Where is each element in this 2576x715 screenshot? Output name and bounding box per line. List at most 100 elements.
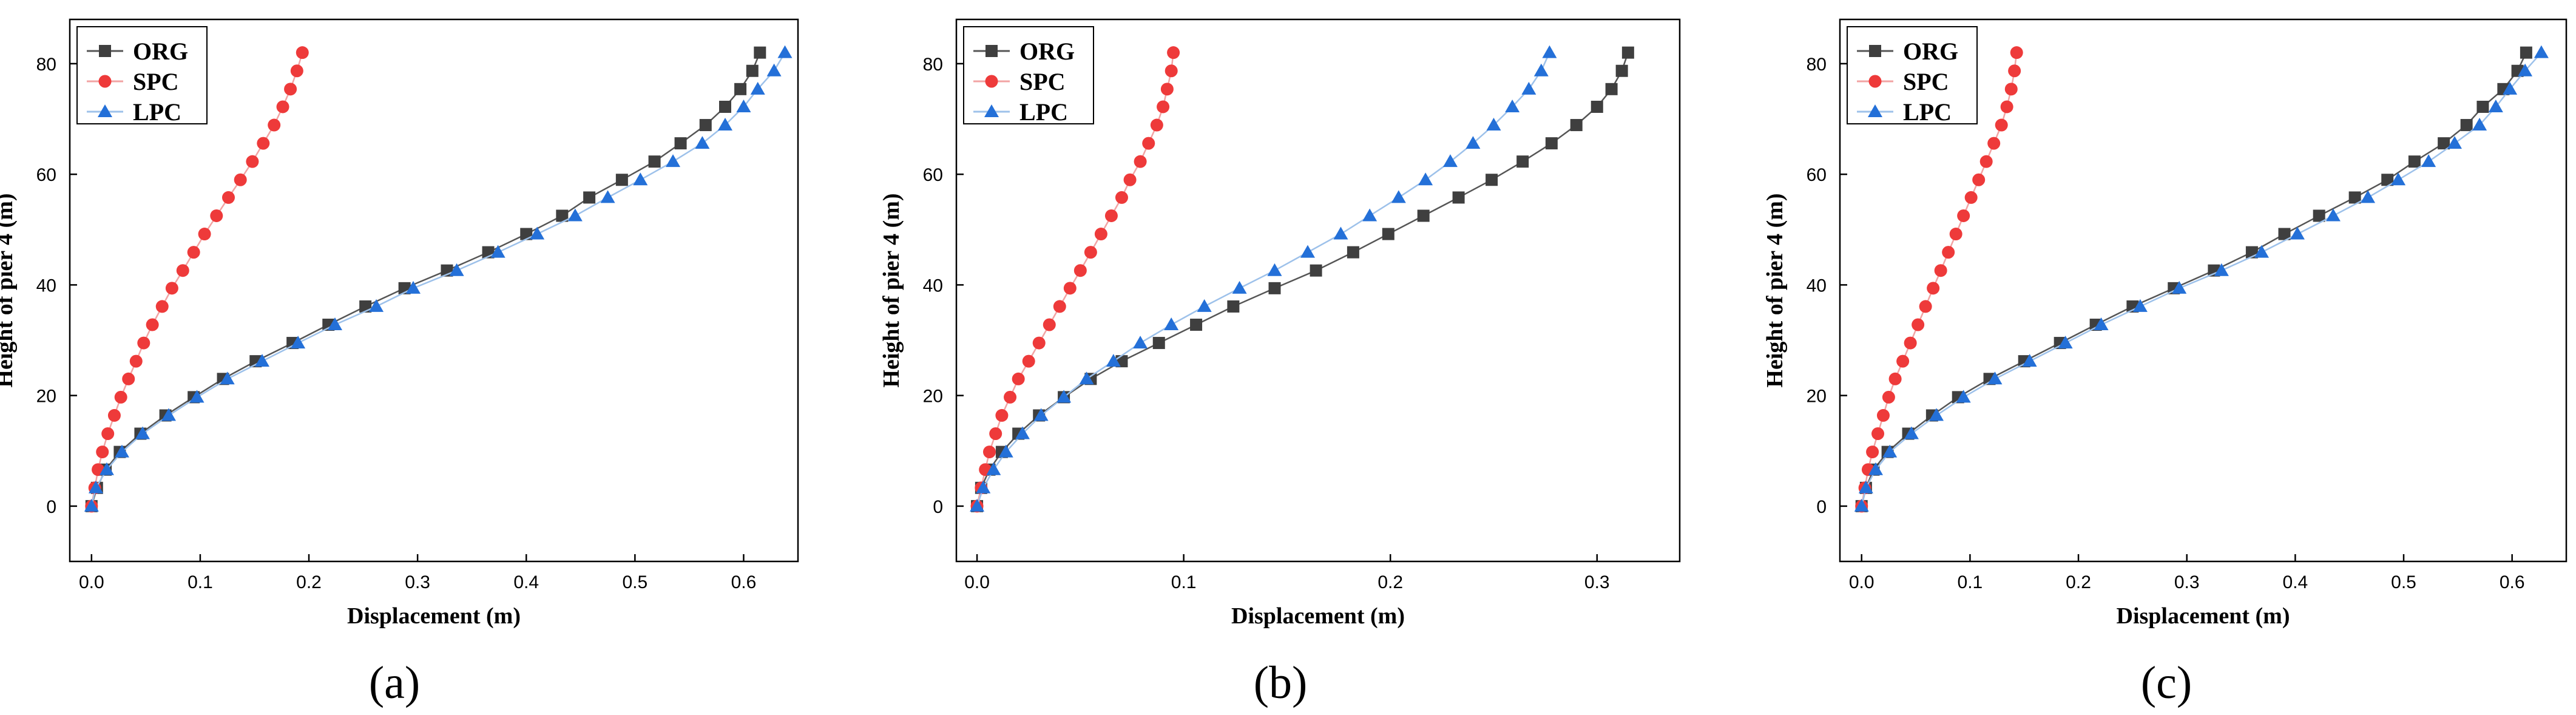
data-point-lpc xyxy=(1868,462,1883,475)
data-point-org xyxy=(2278,228,2291,240)
legend-label-lpc: LPC xyxy=(133,98,181,126)
data-point-org xyxy=(2460,119,2473,132)
data-point-spc xyxy=(1167,46,1180,59)
data-point-spc xyxy=(1012,372,1025,385)
data-point-lpc xyxy=(2172,280,2187,294)
data-point-lpc xyxy=(1987,371,2003,385)
data-point-spc xyxy=(246,155,259,168)
data-point-lpc xyxy=(1542,45,1557,58)
data-point-lpc xyxy=(976,480,991,493)
data-point-lpc xyxy=(1391,190,1406,203)
legend-marker-org xyxy=(1869,45,1881,57)
plot-frame xyxy=(69,18,799,563)
data-point-spc xyxy=(1104,209,1118,222)
data-point-spc xyxy=(1866,446,1879,459)
data-point-spc xyxy=(155,300,169,313)
data-point-org xyxy=(754,46,766,59)
data-point-lpc xyxy=(2472,118,2487,131)
x-tick-label: 0.1 xyxy=(1958,572,1983,592)
data-point-spc xyxy=(1896,354,1910,368)
data-point-lpc xyxy=(490,245,505,258)
data-point-lpc xyxy=(1486,118,1501,131)
data-point-spc xyxy=(1022,354,1035,368)
data-point-spc xyxy=(1919,300,1932,313)
data-point-spc xyxy=(1115,191,1128,204)
data-point-lpc xyxy=(1056,390,1072,403)
data-point-spc xyxy=(1949,228,1962,241)
data-point-lpc xyxy=(1362,208,1378,222)
data-point-lpc xyxy=(736,99,751,112)
data-point-lpc xyxy=(695,136,710,149)
data-point-org xyxy=(2520,46,2532,59)
data-point-lpc xyxy=(328,317,343,330)
data-point-spc xyxy=(1904,336,1917,350)
data-point-lpc xyxy=(2518,63,2533,76)
data-point-spc xyxy=(1927,282,1940,295)
data-point-lpc xyxy=(1133,336,1148,349)
y-tick-label: 0 xyxy=(933,497,943,517)
data-point-spc xyxy=(129,354,143,368)
data-point-spc xyxy=(1053,300,1066,313)
y-tick-label: 40 xyxy=(923,276,943,296)
data-point-spc xyxy=(257,137,270,150)
data-point-lpc xyxy=(718,118,732,131)
data-point-spc xyxy=(268,118,281,132)
data-point-lpc xyxy=(2094,317,2109,330)
data-point-lpc xyxy=(1033,408,1049,421)
data-point-spc xyxy=(1004,390,1017,404)
x-axis-title: Displacement (m) xyxy=(1231,603,1405,629)
data-point-lpc xyxy=(2503,81,2518,95)
data-point-spc xyxy=(1160,83,1174,96)
data-point-lpc xyxy=(1533,63,1549,76)
data-point-lpc xyxy=(1854,498,1869,512)
chart-panel-2: 0.0 0.1 0.2 0.3 0 20 40 60 80 Displacement (m) Hei… xyxy=(879,18,1681,708)
legend: ORG SPC LPC xyxy=(1847,26,1978,126)
y-axis-title: Height of pier 4 (m) xyxy=(0,193,18,387)
data-point-spc xyxy=(995,408,1009,422)
data-point-lpc xyxy=(2488,99,2503,112)
legend-marker-spc xyxy=(98,75,112,88)
data-point-lpc xyxy=(633,172,648,186)
legend-label-org: ORG xyxy=(133,38,188,65)
series-lpc xyxy=(1854,45,2549,512)
data-point-lpc xyxy=(2534,45,2549,58)
data-point-spc xyxy=(1882,390,1895,404)
series-spc xyxy=(970,46,1180,513)
y-tick-label: 80 xyxy=(1807,55,1827,75)
data-point-spc xyxy=(1871,427,1885,441)
y-tick-label: 0 xyxy=(46,497,56,517)
data-point-spc xyxy=(982,446,996,459)
y-tick-label: 60 xyxy=(36,165,56,185)
data-point-spc xyxy=(284,83,297,96)
data-point-lpc xyxy=(2254,245,2269,258)
x-tick-label: 0.1 xyxy=(188,572,213,592)
data-point-spc xyxy=(1876,408,1890,422)
data-point-org xyxy=(1227,300,1240,313)
legend-marker-lpc xyxy=(984,104,999,117)
data-point-spc xyxy=(2008,64,2021,78)
data-point-lpc xyxy=(2421,154,2436,168)
data-point-spc xyxy=(1888,372,1902,385)
plot-frame xyxy=(1839,18,2568,563)
data-point-lpc xyxy=(1418,172,1433,186)
data-point-spc xyxy=(1150,118,1163,132)
data-point-lpc xyxy=(1333,226,1348,240)
x-tick-label: 0.0 xyxy=(1849,572,1875,592)
data-point-spc xyxy=(114,390,127,404)
data-point-lpc xyxy=(291,336,306,349)
data-point-org xyxy=(2381,174,2394,186)
data-point-org xyxy=(734,83,747,95)
data-point-spc xyxy=(1043,318,1056,331)
data-point-lpc xyxy=(405,280,421,294)
y-tick-label: 0 xyxy=(1816,497,1827,517)
y-tick-label: 80 xyxy=(923,55,943,75)
data-point-lpc xyxy=(777,45,793,58)
panel-label: (a) xyxy=(369,657,420,708)
legend: ORG SPC LPC xyxy=(963,26,1094,126)
legend-label-spc: SPC xyxy=(1903,68,1949,95)
x-tick-label: 0.0 xyxy=(964,572,990,592)
legend-marker-org xyxy=(985,45,998,57)
data-point-lpc xyxy=(84,498,99,512)
y-tick-label: 20 xyxy=(36,387,56,407)
data-point-spc xyxy=(2010,46,2023,59)
